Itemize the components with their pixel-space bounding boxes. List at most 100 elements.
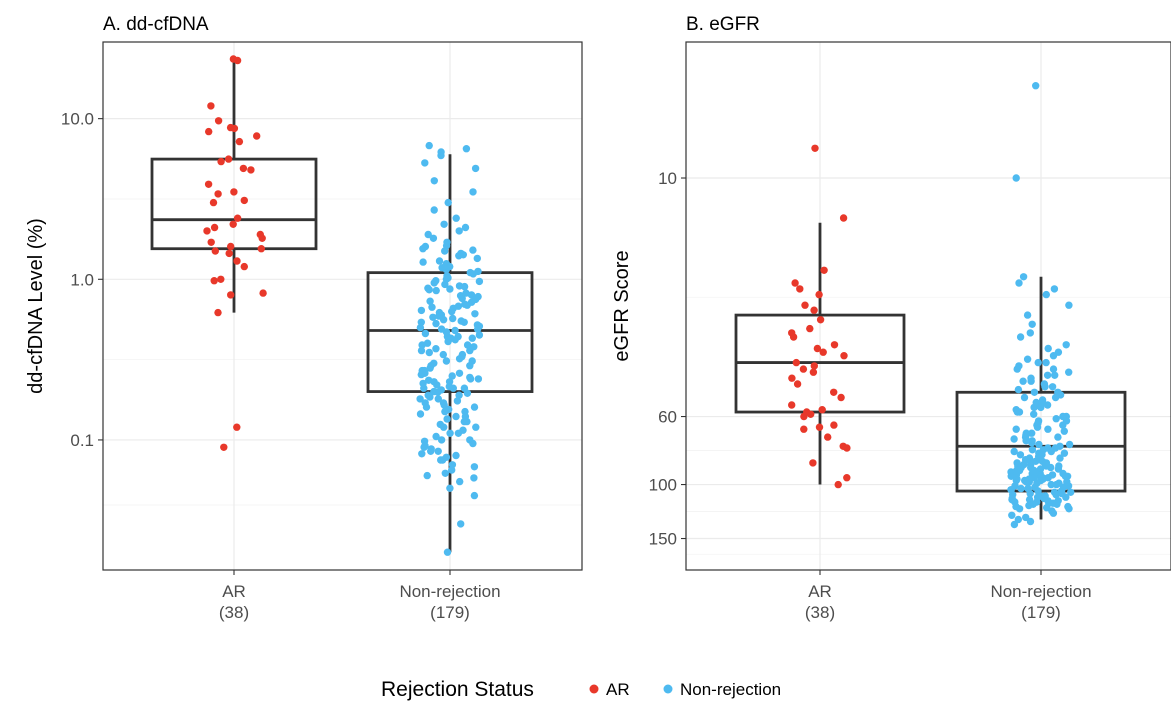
point-a-1-130 <box>443 548 452 556</box>
point-a-1-173 <box>460 384 469 392</box>
point-a-1-108 <box>432 432 440 441</box>
legend-title: Rejection Status <box>381 678 534 701</box>
point-b-0-27 <box>807 410 815 418</box>
point-a-1-22 <box>473 254 481 263</box>
point-b-0-36 <box>843 474 851 482</box>
point-a-1-134 <box>446 285 454 293</box>
point-b-1-161 <box>1053 500 1061 508</box>
point-a-1-8 <box>444 198 452 207</box>
point-a-1-15 <box>429 234 438 242</box>
point-b-1-135 <box>1013 408 1022 416</box>
point-a-1-54 <box>451 326 459 335</box>
point-a-1-12 <box>461 223 470 232</box>
point-b-1-18 <box>1049 365 1058 373</box>
y-tick-label-a-1: 1.0 <box>70 270 94 289</box>
y-tick-label-a-0: 0.1 <box>70 431 94 450</box>
point-b-1-127 <box>1035 440 1043 449</box>
point-a-1-179 <box>427 447 435 455</box>
point-a-1-13 <box>455 227 463 235</box>
point-a-1-166 <box>473 325 482 333</box>
point-b-0-7 <box>810 306 818 314</box>
point-a-1-153 <box>459 251 467 259</box>
point-a-0-37 <box>220 443 228 451</box>
point-b-1-0 <box>1032 82 1040 90</box>
point-a-0-18 <box>233 214 242 222</box>
point-a-1-49 <box>460 318 468 326</box>
point-b-1-44 <box>1028 429 1036 437</box>
point-a-1-146 <box>455 391 463 399</box>
point-b-1-128 <box>1022 437 1030 445</box>
point-b-1-12 <box>1044 344 1052 353</box>
point-a-1-66 <box>417 346 426 355</box>
point-a-0-24 <box>207 238 215 246</box>
point-a-0-29 <box>233 257 241 265</box>
point-a-1-151 <box>442 241 451 250</box>
point-a-1-99 <box>441 407 449 416</box>
x-tick-label-a-1: Non-rejection <box>399 582 500 601</box>
point-b-0-8 <box>816 316 825 324</box>
point-a-1-10 <box>452 214 460 222</box>
point-a-1-121 <box>470 463 479 471</box>
point-a-1-176 <box>452 412 460 421</box>
point-b-1-4 <box>1050 285 1059 293</box>
point-a-1-168 <box>418 341 426 349</box>
point-a-1-150 <box>446 429 454 437</box>
point-a-0-13 <box>204 180 213 188</box>
point-b-1-102 <box>1026 517 1035 526</box>
point-b-1-163 <box>1065 505 1073 513</box>
point-b-1-126 <box>1051 444 1060 452</box>
point-b-1-178 <box>1042 459 1051 467</box>
point-a-0-8 <box>235 137 244 146</box>
point-a-1-46 <box>429 313 437 321</box>
point-b-0-9 <box>806 324 814 333</box>
point-a-1-147 <box>439 399 448 407</box>
point-b-1-19 <box>1065 368 1073 376</box>
point-a-1-1 <box>462 145 471 153</box>
point-b-0-30 <box>815 423 824 431</box>
point-b-0-1 <box>839 214 848 222</box>
point-a-1-3 <box>437 151 445 160</box>
point-a-1-5 <box>471 164 480 173</box>
point-a-0-31 <box>217 275 225 283</box>
point-b-1-171 <box>1059 469 1067 478</box>
point-b-1-131 <box>1044 425 1052 433</box>
point-a-0-28 <box>225 249 233 258</box>
point-b-1-168 <box>1030 474 1038 482</box>
point-a-0-5 <box>230 124 239 133</box>
point-a-1-65 <box>432 345 440 353</box>
point-b-1-26 <box>1030 388 1039 396</box>
point-b-1-86 <box>1062 493 1070 501</box>
point-a-0-23 <box>258 234 266 242</box>
point-b-1-141 <box>1019 377 1027 385</box>
panel-title-b: B. eGFR <box>686 14 760 35</box>
panel-a: 0.1 1.0 10.0 AR (38) Non-rejection (179) A. dd-… <box>25 14 583 622</box>
point-a-1-136 <box>463 301 471 309</box>
x-tick-label-a-0: AR <box>222 582 246 601</box>
point-a-1-115 <box>434 447 442 455</box>
point-a-1-157 <box>475 277 484 286</box>
point-a-1-73 <box>466 362 474 370</box>
point-a-1-177 <box>440 423 448 431</box>
point-b-1-50 <box>1065 440 1074 449</box>
point-a-1-159 <box>425 286 433 294</box>
point-b-0-37 <box>834 480 842 489</box>
point-a-1-161 <box>426 297 434 305</box>
point-b-1-157 <box>1008 495 1016 504</box>
point-b-1-99 <box>1008 511 1016 519</box>
point-b-1-164 <box>1055 479 1063 487</box>
point-a-1-171 <box>455 369 464 377</box>
point-a-0-21 <box>203 227 211 235</box>
point-a-1-170 <box>427 362 435 370</box>
point-b-0-29 <box>830 421 838 429</box>
point-a-1-128 <box>470 491 479 500</box>
point-b-0-3 <box>791 279 799 287</box>
point-a-1-105 <box>472 423 480 431</box>
point-b-0-23 <box>837 393 845 402</box>
legend-label-ar: AR <box>606 680 630 699</box>
point-a-0-27 <box>211 247 219 255</box>
x-tick-count-b-1: (179) <box>1021 603 1061 622</box>
point-a-1-89 <box>434 388 442 396</box>
point-a-0-17 <box>209 198 218 207</box>
point-b-1-6 <box>1065 301 1073 309</box>
point-b-0-18 <box>799 365 808 373</box>
